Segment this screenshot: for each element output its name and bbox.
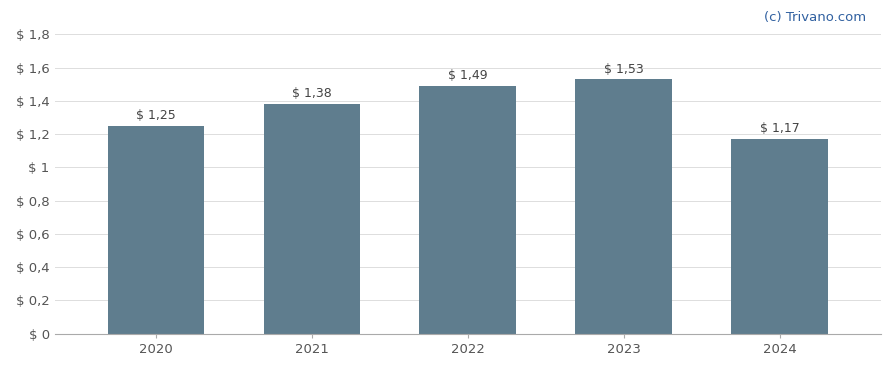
- Text: $ 1,49: $ 1,49: [448, 69, 488, 82]
- Text: $ 1,53: $ 1,53: [604, 63, 644, 75]
- Bar: [107, 126, 204, 334]
- Text: $ 1,25: $ 1,25: [136, 109, 176, 122]
- Bar: [419, 86, 516, 334]
- Bar: [575, 79, 672, 334]
- Text: $ 1,38: $ 1,38: [292, 87, 332, 101]
- Bar: [732, 139, 828, 334]
- Text: $ 1,17: $ 1,17: [760, 122, 799, 135]
- Text: (c) Trivano.com: (c) Trivano.com: [764, 11, 866, 24]
- Bar: [264, 104, 361, 334]
